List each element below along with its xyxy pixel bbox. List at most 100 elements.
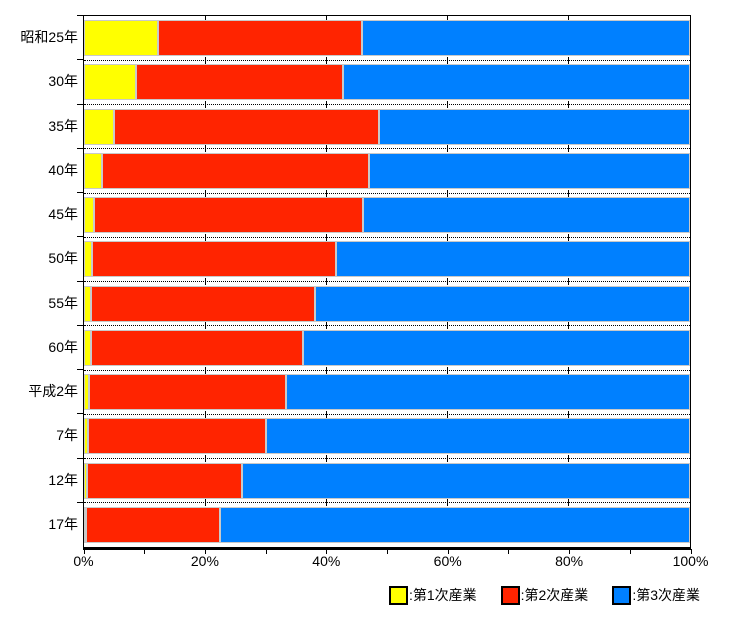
segment-第3次産業 bbox=[266, 418, 690, 455]
x-axis-tick bbox=[447, 549, 449, 554]
segment-第1次産業 bbox=[84, 462, 88, 499]
legend-item: :第1次産業 bbox=[388, 585, 477, 605]
gridline-cross-tick bbox=[204, 278, 206, 285]
x-axis-tick bbox=[83, 549, 85, 554]
gridline-cross-tick bbox=[447, 189, 449, 197]
stacked-bar-30年 bbox=[84, 64, 690, 101]
legend-swatch bbox=[388, 585, 408, 605]
gridline-cross-tick bbox=[325, 56, 327, 64]
segment-第3次産業 bbox=[342, 64, 690, 101]
gridline-cross-tick bbox=[325, 366, 327, 374]
gridline-cross-tick bbox=[568, 101, 570, 108]
gridline-cross-tick bbox=[568, 189, 570, 197]
y-axis-tick bbox=[77, 369, 83, 370]
gridline-cross-tick bbox=[325, 145, 327, 153]
gridline-cross-tick bbox=[447, 322, 449, 330]
y-axis-tick bbox=[77, 280, 83, 282]
gridline-cross-tick bbox=[325, 189, 327, 197]
segment-第3次産業 bbox=[219, 506, 690, 543]
segment-第1次産業 bbox=[84, 374, 90, 410]
segment-第2次産業 bbox=[86, 506, 220, 543]
top-axis-tick bbox=[447, 16, 449, 20]
segment-第2次産業 bbox=[136, 64, 343, 101]
gridline-cross-tick bbox=[325, 322, 327, 330]
y-axis-label: 45年 bbox=[48, 206, 78, 223]
segment-第2次産業 bbox=[87, 462, 243, 499]
row-separator-gridline bbox=[84, 458, 690, 459]
row-separator-gridline bbox=[84, 59, 690, 61]
gridline-cross-tick bbox=[447, 56, 449, 64]
row-separator-gridline bbox=[84, 281, 690, 282]
bar-row bbox=[84, 282, 690, 326]
stacked-bar-55年 bbox=[84, 285, 690, 322]
gridline-cross-tick bbox=[568, 499, 570, 507]
segment-第3次産業 bbox=[361, 20, 690, 56]
bar-row bbox=[84, 503, 690, 547]
top-axis-tick bbox=[204, 16, 206, 20]
segment-第3次産業 bbox=[242, 462, 690, 499]
y-axis-tick bbox=[77, 324, 83, 326]
y-axis-label: 17年 bbox=[48, 515, 78, 532]
segment-第1次産業 bbox=[84, 285, 92, 322]
x-axis-label: 80% bbox=[555, 553, 584, 569]
x-axis-label: 0% bbox=[73, 553, 94, 569]
legend-item: :第3次産業 bbox=[612, 585, 700, 605]
x-axis-tick bbox=[144, 549, 146, 554]
top-axis-tick bbox=[325, 16, 327, 20]
segment-第2次産業 bbox=[91, 329, 303, 366]
gridline-cross-tick bbox=[568, 233, 570, 241]
y-axis-label: 35年 bbox=[48, 117, 78, 134]
stacked-bar-平成2年 bbox=[84, 374, 690, 410]
gridline-cross-tick bbox=[204, 101, 206, 108]
y-axis-tick bbox=[77, 192, 83, 193]
stacked-bar-7年 bbox=[84, 418, 690, 455]
gridline-cross-tick bbox=[447, 233, 449, 241]
legend-label: :第1次産業 bbox=[408, 587, 477, 603]
bar-row bbox=[84, 60, 690, 104]
gridline-cross-tick bbox=[447, 278, 449, 285]
segment-第1次産業 bbox=[84, 329, 92, 366]
segment-第1次産業 bbox=[84, 108, 115, 145]
x-axis-tick bbox=[204, 549, 206, 554]
bar-row bbox=[84, 193, 690, 237]
x-axis-tick bbox=[690, 549, 692, 554]
gridline-cross-tick bbox=[568, 278, 570, 285]
segment-第1次産業 bbox=[84, 241, 93, 278]
segment-第3次産業 bbox=[369, 152, 690, 189]
gridline-cross-tick bbox=[447, 410, 449, 418]
stacked-bar-45年 bbox=[84, 197, 690, 233]
gridline-cross-tick bbox=[204, 499, 206, 507]
y-axis-tick bbox=[77, 413, 83, 415]
segment-第3次産業 bbox=[315, 285, 690, 322]
gridline-cross-tick bbox=[447, 366, 449, 374]
gridline-cross-tick bbox=[204, 455, 206, 462]
y-axis-label: 平成2年 bbox=[28, 383, 78, 400]
segment-第3次産業 bbox=[302, 329, 690, 366]
x-axis-tick bbox=[265, 549, 267, 554]
segment-第3次産業 bbox=[379, 108, 690, 145]
stacked-bar-60年 bbox=[84, 329, 690, 366]
row-separator-gridline bbox=[84, 104, 690, 105]
x-axis-tick bbox=[326, 549, 328, 554]
gridline-cross-tick bbox=[325, 278, 327, 285]
gridline-cross-tick bbox=[568, 366, 570, 374]
x-axis-tick bbox=[629, 549, 631, 554]
gridline-cross-tick bbox=[447, 101, 449, 108]
gridline-cross-tick bbox=[204, 189, 206, 197]
legend-label: :第2次産業 bbox=[520, 587, 589, 603]
gridline-cross-tick bbox=[447, 499, 449, 507]
y-axis-tick bbox=[77, 457, 83, 459]
x-axis-label: 20% bbox=[190, 553, 219, 569]
stacked-bar-12年 bbox=[84, 462, 690, 499]
gridline-cross-tick bbox=[204, 410, 206, 418]
y-axis-label: 12年 bbox=[48, 471, 78, 488]
legend-swatch bbox=[500, 585, 520, 605]
segment-第1次産業 bbox=[84, 506, 87, 543]
gridline-cross-tick bbox=[325, 455, 327, 462]
gridline-cross-tick bbox=[204, 366, 206, 374]
bar-row bbox=[84, 237, 690, 281]
stacked-bar-昭和25年 bbox=[84, 20, 690, 56]
segment-第1次産業 bbox=[84, 418, 89, 455]
row-separator-gridline bbox=[84, 369, 690, 371]
